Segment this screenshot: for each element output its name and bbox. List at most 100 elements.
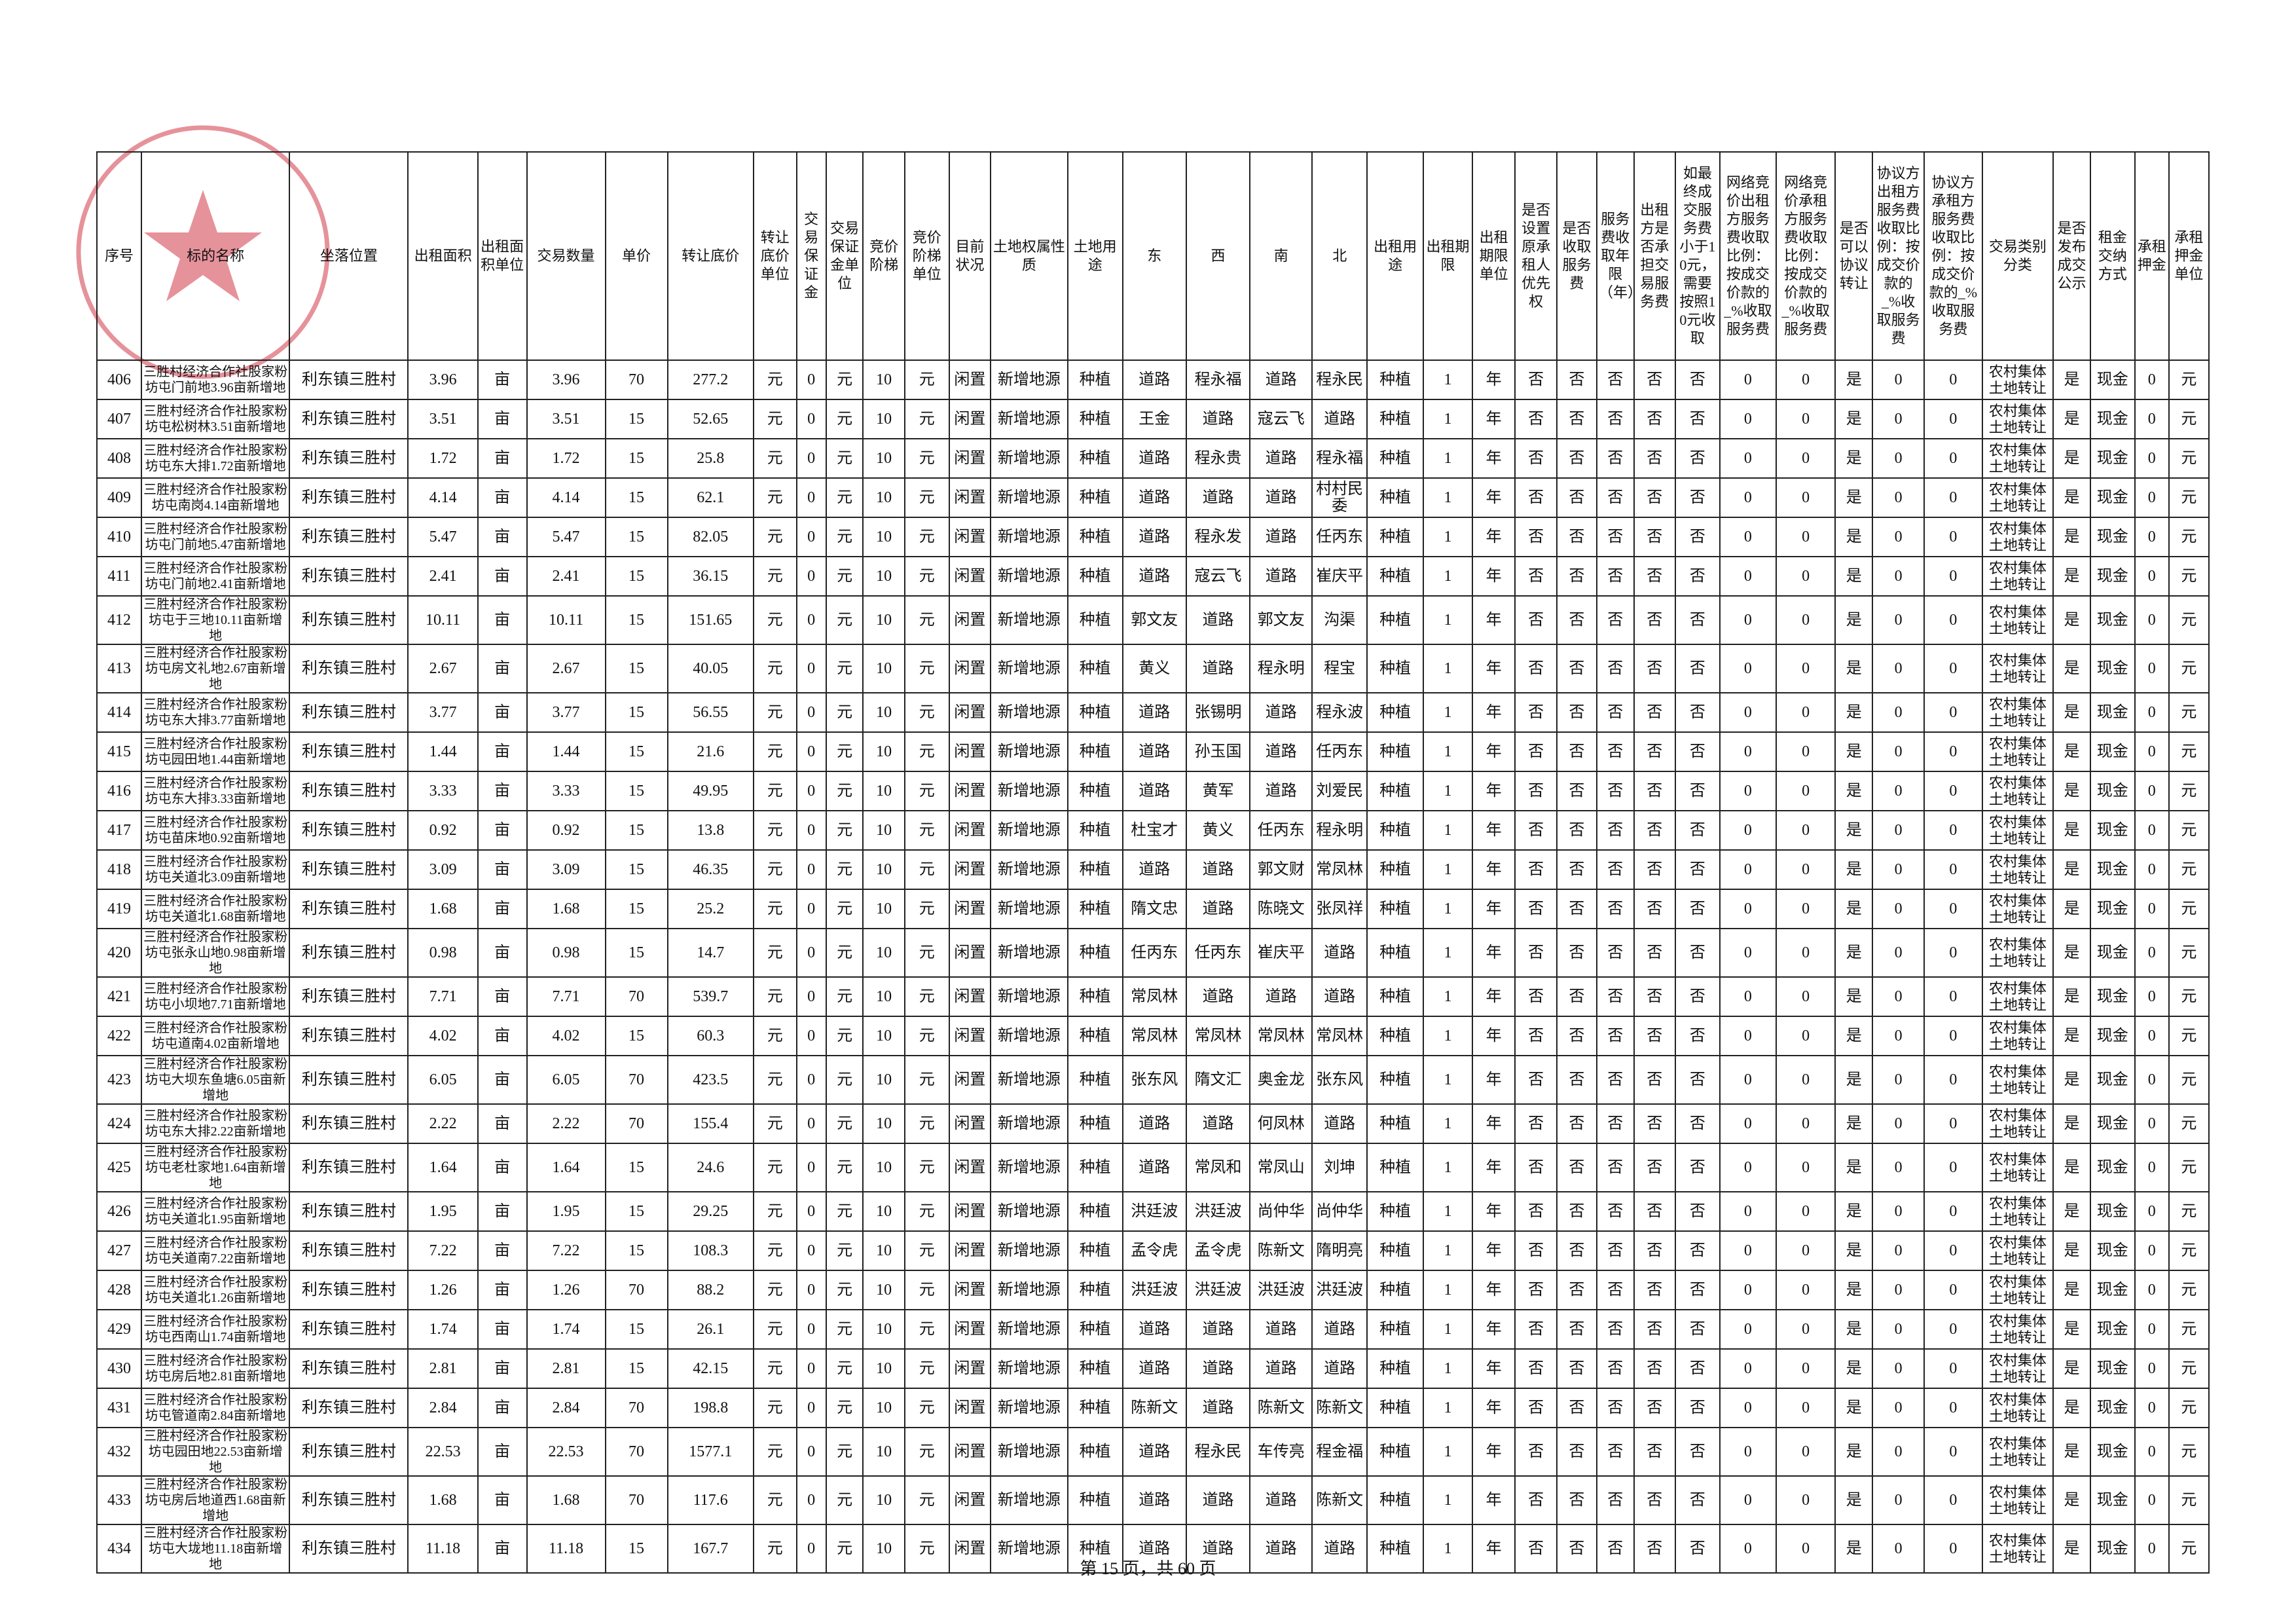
cell: 0 [2134,731,2170,772]
cell: 程宝 [1311,644,1368,693]
cell: 1 [1423,731,1473,772]
cell: 1 [1423,1055,1473,1105]
cell: 种植 [1066,1348,1123,1389]
cell: 0 [1923,1348,1983,1389]
cell: 现金 [2089,889,2136,929]
cell: 种植 [1066,1055,1123,1105]
cell: 种植 [1366,477,1425,518]
cell: 元 [752,976,797,1017]
cell: 三胜村经济合作社股家粉坊屯关道北1.68亩新增地 [140,889,291,929]
cell: 是 [1834,849,1874,890]
cell: 1 [1423,928,1473,978]
cell: 0 [795,644,827,693]
cell: 0 [1923,731,1983,772]
cell: 种植 [1366,731,1425,772]
cell: 种植 [1066,1388,1123,1428]
cell: 元 [825,1191,864,1232]
cell: 否 [1633,399,1676,439]
header-cell: 坐落位置 [289,151,409,361]
cell: 1.26 [526,1270,606,1310]
cell: 元 [825,849,864,890]
cell: 411 [96,556,142,597]
cell: 否 [1595,731,1635,772]
header-cell: 土地权属性质 [990,151,1068,361]
cell: 2.84 [407,1388,479,1428]
cell: 429 [96,1309,142,1350]
cell: 否 [1514,595,1558,645]
cell: 0 [1719,1143,1777,1192]
cell: 农村集体土地转让 [1981,1055,2054,1105]
cell: 0 [2134,1427,2170,1477]
cell: 0 [1872,1230,1925,1271]
cell: 亩 [477,1230,528,1271]
cell: 否 [1514,1230,1558,1271]
cell: 元 [2168,1475,2210,1525]
cell: 0 [1775,889,1836,929]
cell: 元 [2168,976,2210,1017]
cell: 元 [903,889,950,929]
cell: 元 [2168,810,2210,851]
header-cell: 单价 [604,151,668,361]
cell: 年 [1471,810,1516,851]
cell: 0 [2134,976,2170,1017]
cell: 15 [604,644,668,693]
cell: 元 [2168,731,2210,772]
cell: 道路 [1249,360,1313,400]
cell: 3.09 [407,849,479,890]
cell: 闲置 [948,595,992,645]
cell: 三胜村经济合作社股家粉坊屯松树林3.51亩新增地 [140,399,291,439]
cell: 种植 [1366,849,1425,890]
cell: 元 [825,810,864,851]
cell: 否 [1633,1055,1676,1105]
cell: 元 [903,595,950,645]
cell: 任丙东 [1311,517,1368,557]
cell: 元 [903,976,950,1017]
cell: 否 [1633,517,1676,557]
cell: 0 [1872,517,1925,557]
cell: 是 [1834,810,1874,851]
header-cell: 竞价阶梯 [862,151,905,361]
cell: 22.53 [526,1427,606,1477]
cell: 元 [825,1230,864,1271]
cell: 是 [2052,1388,2091,1428]
cell: 否 [1514,1388,1558,1428]
cell: 元 [903,731,950,772]
cell: 3.96 [407,360,479,400]
header-cell: 南 [1249,151,1313,361]
cell: 6.05 [526,1055,606,1105]
cell: 道路 [1185,1475,1251,1525]
cell: 15 [604,477,668,518]
cell: 三胜村经济合作社股家粉坊屯大坝东鱼塘6.05亩新增地 [140,1055,291,1105]
cell: 0 [1872,360,1925,400]
cell: 道路 [1185,1309,1251,1350]
cell: 张锡明 [1185,692,1251,733]
cell: 0.98 [526,928,606,978]
cell: 三胜村经济合作社股家粉坊屯于三地10.11亩新增地 [140,595,291,645]
cell: 10.11 [526,595,606,645]
table-row: 431 三胜村经济合作社股家粉坊屯管道南2.84亩新增地 利东镇三胜村 2.84 亩 2.… [96,1388,2210,1428]
cell: 0 [2134,692,2170,733]
cell: 种植 [1366,692,1425,733]
cell: 亩 [477,771,528,811]
cell: 1 [1423,1016,1473,1056]
cell: 否 [1556,889,1597,929]
cell: 现金 [2089,976,2136,1017]
cell: 21.6 [666,731,754,772]
cell: 元 [752,810,797,851]
header-cell: 交易保证金 [795,151,827,361]
cell: 0.98 [407,928,479,978]
cell: 是 [1834,644,1874,693]
cell: 否 [1514,1309,1558,1350]
cell: 62.1 [666,477,754,518]
cell: 0 [1872,1388,1925,1428]
cell: 种植 [1366,1270,1425,1310]
cell: 0 [1719,517,1777,557]
cell: 0 [1923,692,1983,733]
cell: 利东镇三胜村 [289,1427,409,1477]
cell: 元 [2168,1191,2210,1232]
cell: 否 [1514,849,1558,890]
cell: 现金 [2089,477,2136,518]
cell: 1 [1423,438,1473,479]
cell: 否 [1674,1524,1721,1574]
cell: 道路 [1185,477,1251,518]
